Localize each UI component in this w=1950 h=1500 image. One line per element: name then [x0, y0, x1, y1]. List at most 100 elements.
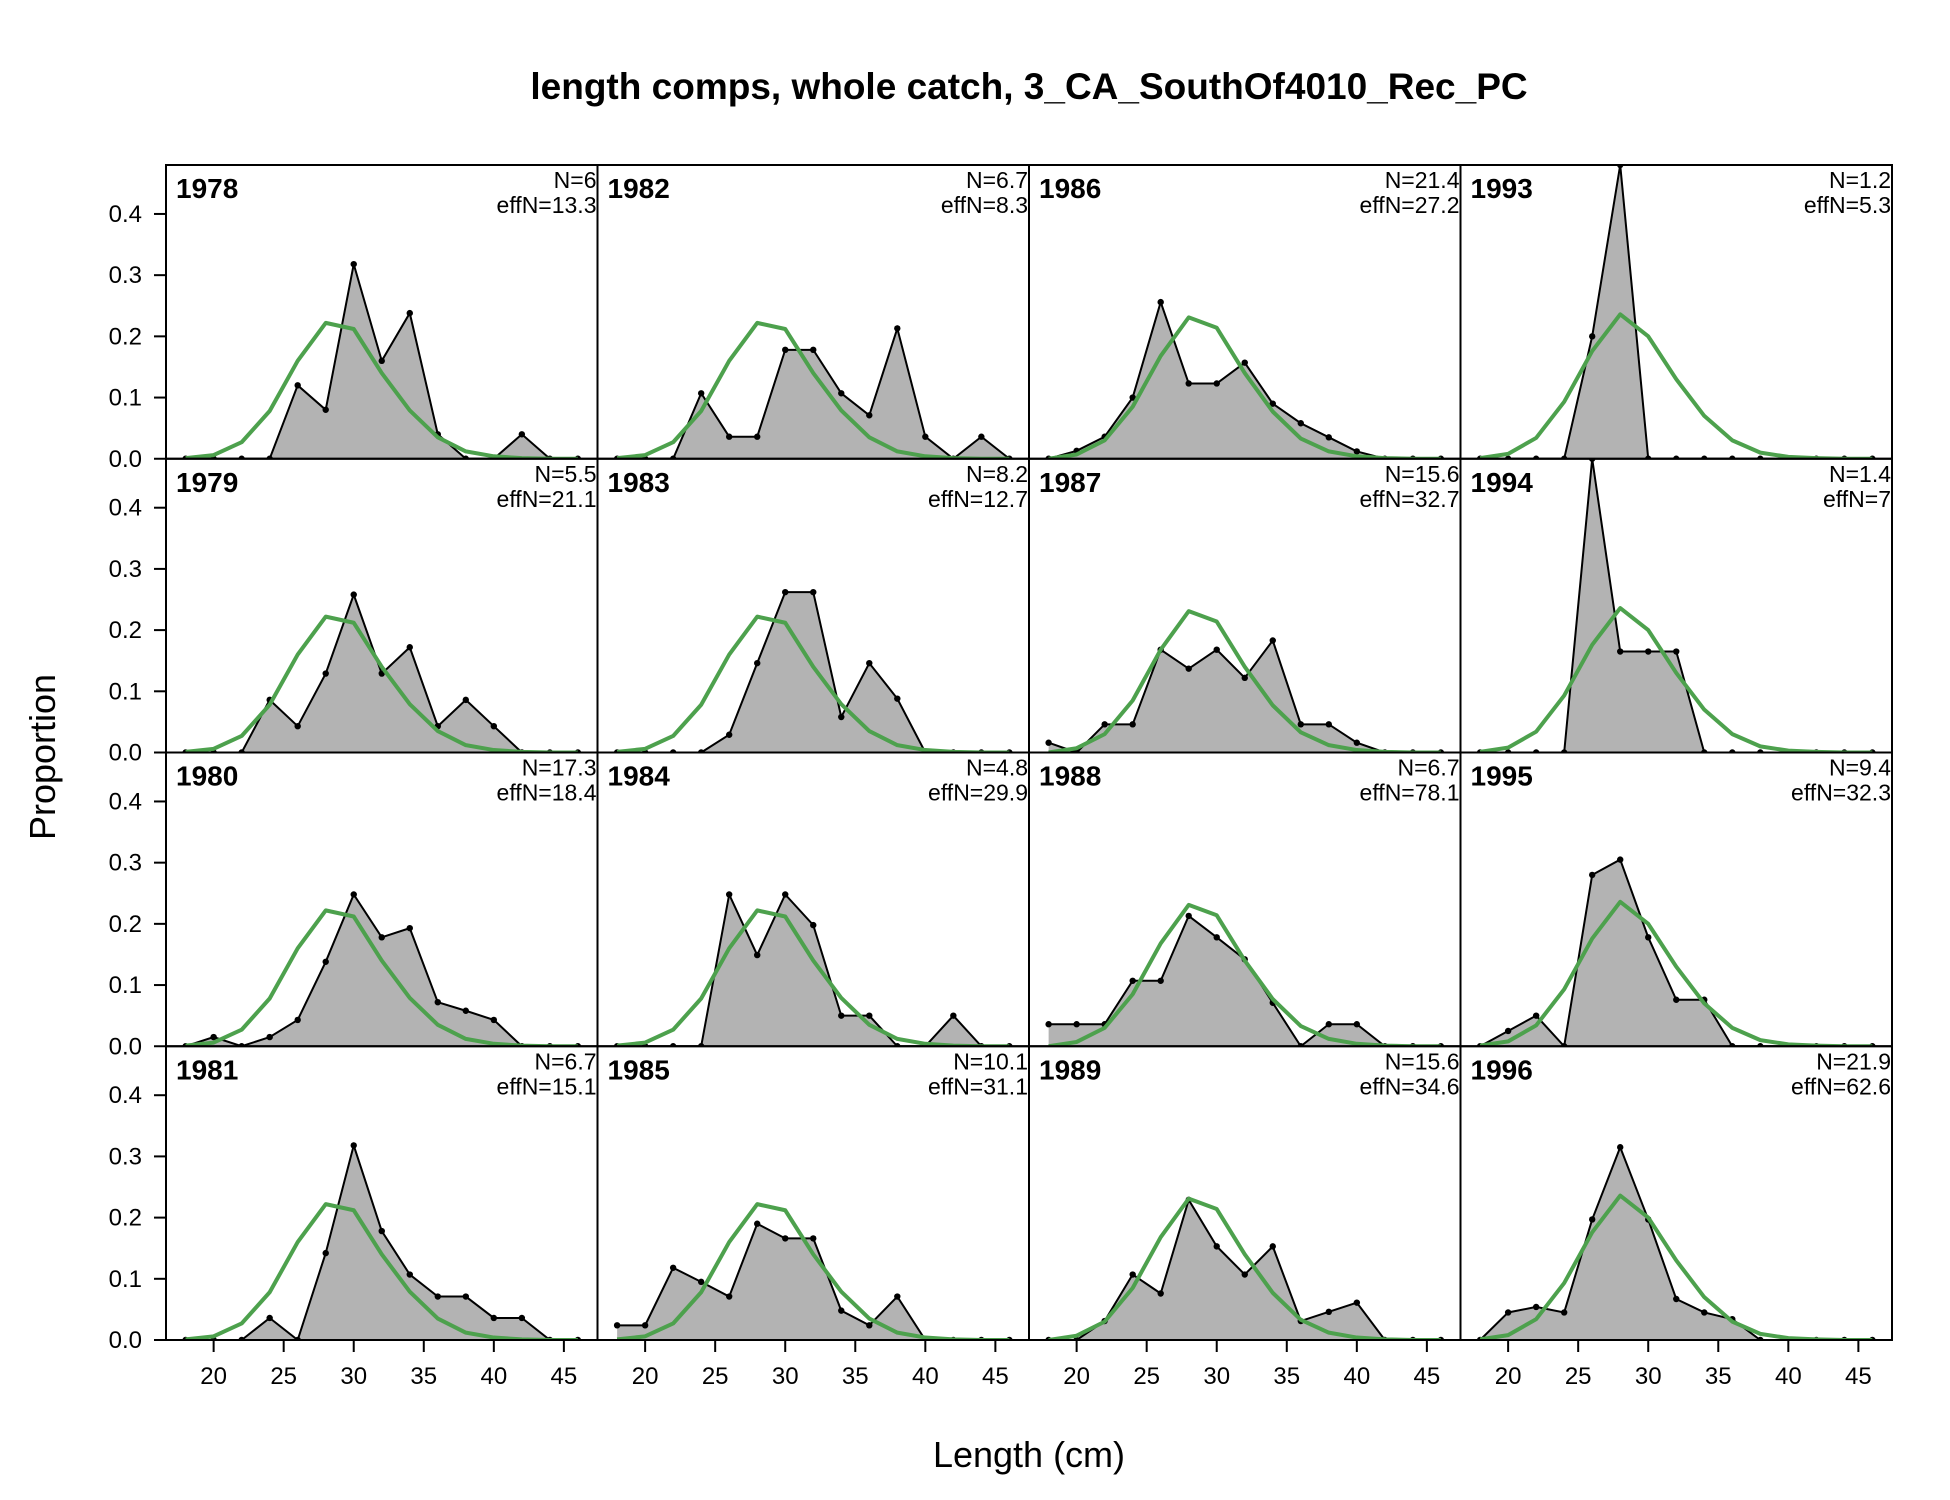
observed-point	[782, 588, 789, 596]
n-label: N=21.4	[1385, 167, 1460, 193]
y-tick-label: 0.3	[109, 850, 142, 877]
effn-label: effN=12.7	[928, 486, 1028, 512]
observed-point	[322, 958, 329, 965]
observed-point	[1504, 1027, 1512, 1035]
observed-point	[1353, 1299, 1361, 1306]
x-tick-label: 30	[1203, 1363, 1230, 1390]
y-tick-label: 0.4	[109, 788, 142, 815]
n-label: N=1.4	[1829, 461, 1891, 487]
expected-line	[616, 320, 1010, 459]
effn-label: effN=34.6	[1360, 1073, 1460, 1099]
year-label: 1983	[608, 467, 670, 498]
n-label: N=17.3	[522, 755, 597, 781]
y-tick-label: 0.4	[109, 1082, 142, 1109]
observed-point	[1617, 1144, 1624, 1151]
expected-line	[1479, 606, 1873, 753]
x-tick-label: 35	[410, 1363, 437, 1390]
observed-point	[518, 1314, 526, 1322]
observed-point	[1185, 665, 1192, 672]
expected-line	[185, 614, 578, 753]
observed-point	[1213, 646, 1220, 653]
observed-point	[1213, 1243, 1220, 1250]
observed-area	[617, 1223, 1010, 1340]
n-label: N=6	[554, 167, 597, 193]
x-tick-label: 40	[912, 1363, 939, 1390]
x-tick-label: 25	[702, 1363, 729, 1390]
observed-point	[725, 731, 733, 738]
effn-label: effN=5.3	[1804, 192, 1891, 218]
observed-point	[782, 1235, 789, 1242]
observed-point	[725, 433, 733, 440]
effn-label: effN=32.3	[1791, 780, 1891, 806]
observed-point	[782, 891, 789, 898]
x-tick-label: 20	[1063, 1363, 1090, 1390]
y-tick-label: 0.3	[109, 556, 142, 583]
y-tick-label: 0.1	[109, 1266, 142, 1293]
panel-plot-area	[166, 891, 598, 1047]
y-tick-label: 0.2	[109, 1205, 142, 1232]
panel-plot-area	[1029, 1196, 1461, 1340]
n-label: N=21.9	[1816, 1048, 1891, 1074]
observed-point	[210, 1033, 217, 1041]
panel-plot-area	[166, 260, 598, 459]
y-tick-label: 0.2	[109, 617, 142, 644]
observed-point	[1673, 996, 1680, 1003]
x-tick-label: 40	[1343, 1363, 1370, 1390]
x-axis-title: Length (cm)	[933, 1434, 1125, 1475]
year-label: 1984	[608, 761, 671, 792]
year-label: 1981	[176, 1054, 238, 1085]
observed-point	[754, 659, 761, 667]
observed-point	[1045, 1021, 1052, 1028]
observed-point	[838, 1307, 845, 1314]
observed-point	[518, 431, 526, 438]
y-tick-label: 0.0	[109, 1033, 142, 1060]
year-label: 1994	[1471, 467, 1534, 498]
expected-line	[1048, 609, 1441, 753]
y-tick-label: 0.4	[109, 495, 142, 522]
expected-line	[1479, 312, 1873, 459]
y-tick-label: 0.0	[109, 740, 142, 767]
x-tick-label: 30	[340, 1363, 367, 1390]
x-tick-label: 40	[480, 1363, 507, 1390]
n-label: N=1.2	[1829, 167, 1891, 193]
observed-point	[1241, 1271, 1248, 1278]
observed-area	[185, 1145, 578, 1340]
n-label: N=4.8	[966, 755, 1028, 781]
panel-plot-area	[1029, 902, 1461, 1047]
expected-line	[616, 614, 1010, 753]
observed-point	[378, 1227, 385, 1235]
observed-point	[1353, 1021, 1361, 1028]
year-label: 1996	[1471, 1054, 1533, 1085]
observed-area	[1048, 640, 1441, 753]
year-label: 1982	[608, 173, 670, 204]
panel-plot-area	[166, 1141, 598, 1340]
observed-area	[1480, 859, 1873, 1047]
x-tick-label: 25	[1565, 1363, 1592, 1390]
expected-line	[616, 908, 1010, 1047]
observed-point	[322, 1249, 329, 1257]
observed-point	[810, 921, 817, 929]
expected-line	[1048, 902, 1441, 1047]
observed-point	[1129, 1271, 1136, 1278]
year-label: 1979	[176, 467, 238, 498]
n-label: N=6.7	[966, 167, 1028, 193]
observed-area	[1048, 302, 1441, 459]
observed-point	[641, 1322, 649, 1329]
effn-label: effN=7	[1823, 486, 1891, 512]
observed-point	[866, 1322, 873, 1329]
observed-area	[617, 894, 1010, 1047]
y-tick-label: 0.1	[109, 972, 142, 999]
year-label: 1989	[1039, 1054, 1101, 1085]
n-label: N=15.6	[1385, 461, 1460, 487]
observed-point	[294, 382, 301, 389]
observed-point	[1617, 856, 1624, 863]
observed-point	[1532, 1012, 1540, 1019]
x-tick-label: 45	[982, 1363, 1009, 1390]
observed-point	[1157, 298, 1164, 306]
effn-label: effN=8.3	[941, 192, 1028, 218]
